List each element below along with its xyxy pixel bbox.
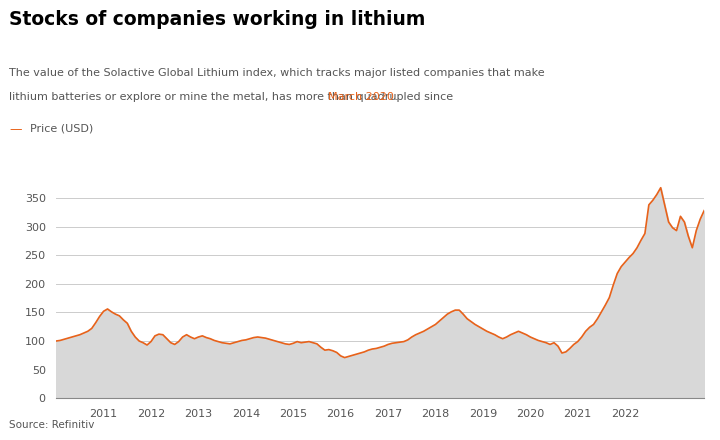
Text: Stocks of companies working in lithium: Stocks of companies working in lithium — [9, 10, 426, 29]
Text: .: . — [395, 92, 398, 103]
Text: Source: Refinitiv: Source: Refinitiv — [9, 420, 95, 430]
Text: March 2020: March 2020 — [328, 92, 393, 103]
Text: The value of the Solactive Global Lithium index, which tracks major listed compa: The value of the Solactive Global Lithiu… — [9, 68, 545, 78]
Text: lithium batteries or explore or mine the metal, has more than quadrupled since: lithium batteries or explore or mine the… — [9, 92, 457, 103]
Text: Price (USD): Price (USD) — [30, 123, 94, 133]
Text: —: — — [9, 123, 22, 136]
